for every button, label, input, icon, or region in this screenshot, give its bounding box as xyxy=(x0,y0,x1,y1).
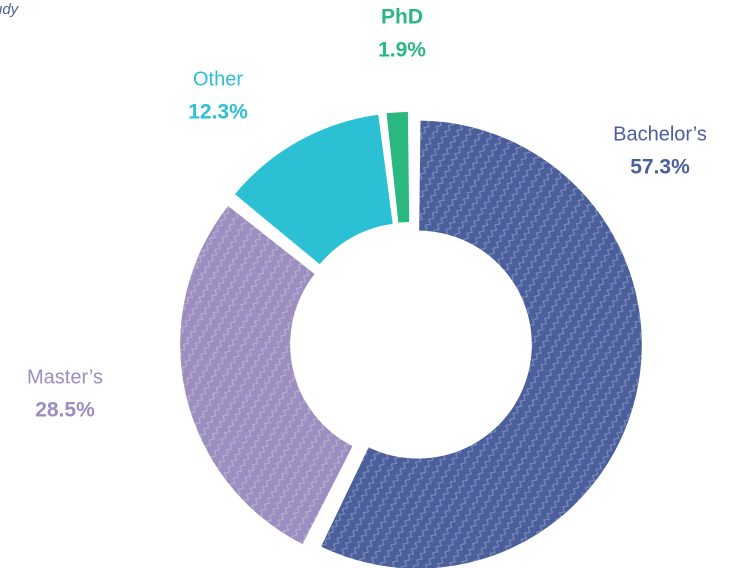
slice-value: 57.3% xyxy=(630,156,690,179)
subtitle: udy xyxy=(0,1,20,18)
slice-label: Bachelor’s xyxy=(613,123,707,145)
slice-value: 28.5% xyxy=(35,399,95,422)
slice-texture xyxy=(180,206,353,545)
slice-value: 12.3% xyxy=(188,101,248,124)
slice-value: 1.9% xyxy=(378,39,426,62)
slice-label: PhD xyxy=(381,6,423,29)
slice-label: Other xyxy=(193,68,243,90)
slice xyxy=(386,112,410,223)
slice-label: Master’s xyxy=(27,366,103,388)
slice xyxy=(234,114,393,265)
slice-texture xyxy=(321,120,642,568)
